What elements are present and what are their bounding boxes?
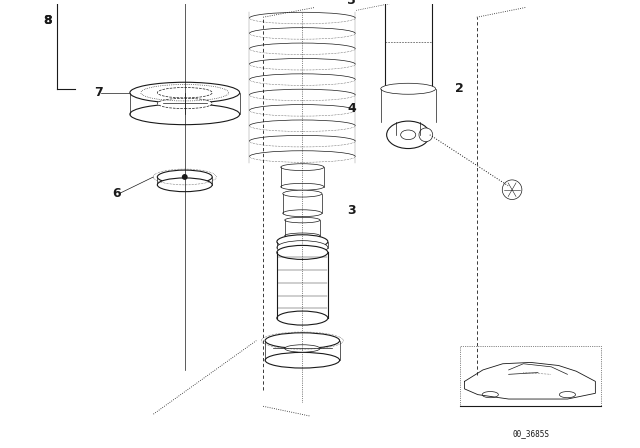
Text: 2: 2 bbox=[455, 82, 464, 95]
Ellipse shape bbox=[130, 104, 239, 125]
Ellipse shape bbox=[277, 241, 328, 254]
Ellipse shape bbox=[281, 164, 324, 171]
Ellipse shape bbox=[157, 98, 212, 109]
Ellipse shape bbox=[277, 246, 328, 259]
Text: 4: 4 bbox=[348, 102, 356, 115]
Text: 3: 3 bbox=[348, 204, 356, 217]
Text: 8: 8 bbox=[44, 13, 52, 27]
Ellipse shape bbox=[157, 170, 212, 184]
Ellipse shape bbox=[265, 333, 340, 349]
Ellipse shape bbox=[401, 130, 416, 140]
Text: 7: 7 bbox=[95, 86, 103, 99]
Ellipse shape bbox=[285, 233, 320, 238]
Ellipse shape bbox=[559, 392, 575, 398]
Bar bbox=[385, 0, 432, 89]
Text: 00_3685S: 00_3685S bbox=[512, 429, 549, 438]
Ellipse shape bbox=[387, 121, 430, 149]
Circle shape bbox=[182, 174, 188, 180]
Ellipse shape bbox=[283, 190, 322, 197]
Circle shape bbox=[419, 128, 433, 142]
Ellipse shape bbox=[283, 210, 322, 217]
Text: 6: 6 bbox=[112, 187, 121, 200]
Ellipse shape bbox=[285, 345, 320, 352]
Ellipse shape bbox=[277, 235, 328, 249]
Circle shape bbox=[502, 180, 522, 199]
Ellipse shape bbox=[285, 217, 320, 223]
Ellipse shape bbox=[157, 178, 212, 192]
Ellipse shape bbox=[130, 82, 239, 103]
Ellipse shape bbox=[482, 392, 499, 398]
Ellipse shape bbox=[265, 353, 340, 368]
Text: 8: 8 bbox=[44, 13, 52, 27]
Ellipse shape bbox=[157, 87, 212, 98]
Text: 5: 5 bbox=[348, 0, 356, 7]
Ellipse shape bbox=[277, 311, 328, 325]
Ellipse shape bbox=[281, 183, 324, 190]
Ellipse shape bbox=[381, 83, 436, 94]
